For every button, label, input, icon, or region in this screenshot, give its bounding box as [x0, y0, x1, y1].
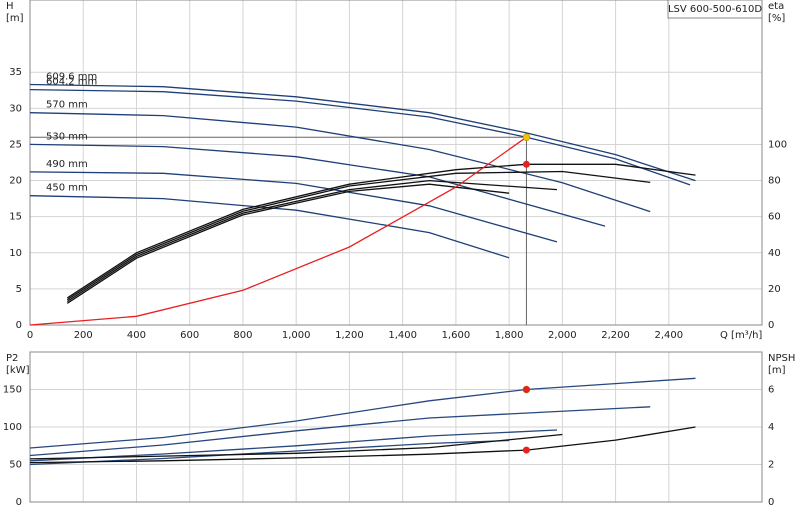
curve [66, 179, 558, 303]
curve [29, 143, 606, 227]
y-tick-label: 30 [9, 103, 22, 114]
curve [29, 171, 558, 243]
plot-frame [29, 351, 763, 503]
y-axis-unit: [m] [6, 13, 24, 24]
x-tick-label: 2,200 [601, 330, 630, 341]
curve [66, 163, 696, 299]
x-axis-label: Q [m³/h] [720, 330, 762, 341]
y2-tick-label: 40 [768, 248, 781, 259]
operating-point [522, 160, 530, 168]
y2-axis-unit: [m] [768, 365, 786, 376]
y2-tick-label: 4 [768, 422, 774, 433]
y-tick-label: 35 [9, 67, 22, 78]
curve [29, 439, 510, 466]
plot-frame [29, 0, 763, 326]
curve-label: 530 mm [46, 131, 88, 142]
y-tick-label: 20 [9, 176, 22, 187]
y-tick-label: 0 [16, 320, 22, 331]
curve [29, 433, 563, 460]
x-tick-label: 2,400 [655, 330, 684, 341]
y-axis-label: P2 [6, 353, 18, 364]
x-tick-label: 1,400 [388, 330, 417, 341]
x-tick-label: 1,200 [335, 330, 364, 341]
y2-tick-label: 0 [768, 320, 774, 331]
curve-label: 490 mm [46, 159, 88, 170]
y2-tick-label: 2 [768, 460, 774, 471]
chart-title: LSV 600-500-610D [668, 4, 762, 15]
curve-label: 609.6 mm [46, 72, 97, 83]
y-tick-label: 0 [16, 497, 22, 508]
x-tick-label: 0 [27, 330, 33, 341]
curve-label: 450 mm [46, 183, 88, 194]
x-tick-label: 1,800 [495, 330, 524, 341]
curve [29, 112, 651, 213]
operating-point [522, 385, 531, 394]
y2-axis-label: eta [768, 1, 784, 12]
curve [29, 426, 696, 464]
y-tick-label: 5 [16, 284, 22, 295]
curve [66, 170, 651, 301]
operating-point [522, 446, 530, 454]
y-tick-label: 25 [9, 139, 22, 150]
y2-tick-label: 80 [768, 176, 781, 187]
curve-label: 570 mm [46, 100, 88, 111]
x-tick-label: 400 [127, 330, 146, 341]
curve [29, 377, 696, 449]
curve [29, 88, 691, 186]
curve [66, 183, 510, 304]
y-tick-label: 15 [9, 212, 22, 223]
y2-axis-label: NPSH [768, 353, 795, 364]
y-tick-label: 10 [9, 248, 22, 259]
x-tick-label: 2,000 [548, 330, 577, 341]
y2-tick-label: 100 [768, 139, 787, 150]
curve [29, 83, 696, 182]
y2-tick-label: 6 [768, 385, 774, 396]
x-tick-label: 200 [74, 330, 93, 341]
y-tick-label: 150 [3, 385, 22, 396]
x-tick-label: 800 [233, 330, 252, 341]
x-tick-label: 1,000 [282, 330, 311, 341]
y2-axis-unit: [%] [768, 13, 785, 24]
x-tick-label: 600 [180, 330, 199, 341]
operating-point [522, 133, 531, 141]
y-tick-label: 50 [9, 460, 22, 471]
y-axis-label: H [6, 1, 14, 12]
y-tick-label: 100 [3, 422, 22, 433]
curve [29, 195, 510, 259]
y2-tick-label: 20 [768, 284, 781, 295]
y-axis-unit: [kW] [6, 365, 30, 376]
curve-label: 604.2 mm [46, 77, 97, 88]
y2-tick-label: 60 [768, 212, 781, 223]
title-box [667, 0, 763, 19]
x-tick-label: 1,600 [442, 330, 471, 341]
curve [29, 136, 527, 326]
curve [29, 429, 558, 462]
y2-tick-label: 0 [768, 497, 774, 508]
curve [29, 406, 651, 457]
